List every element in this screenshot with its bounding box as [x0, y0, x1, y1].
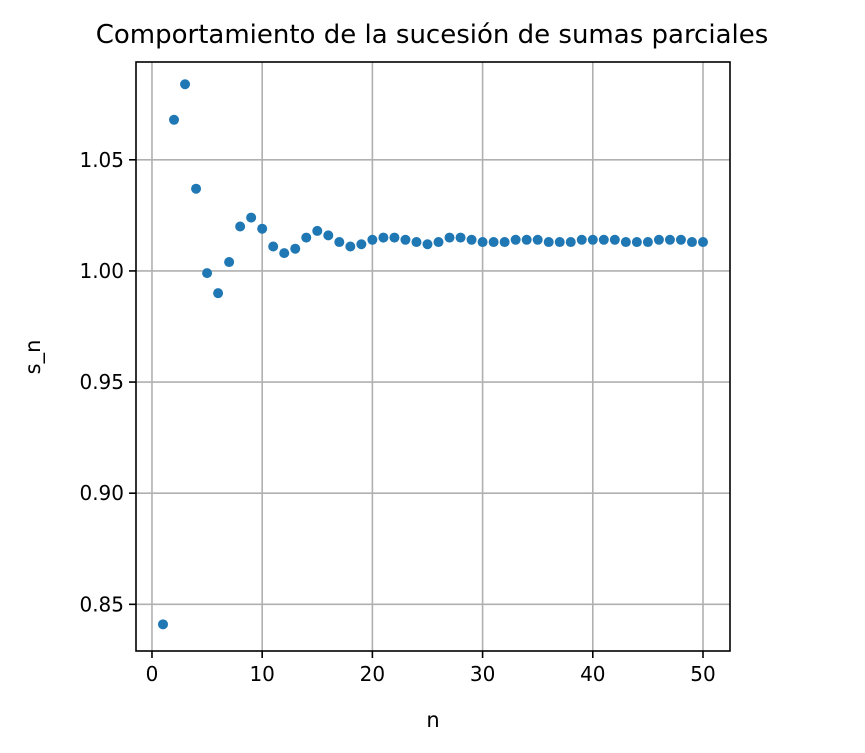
data-point: [642, 237, 653, 248]
data-point: [301, 232, 312, 243]
data-point: [631, 237, 642, 248]
x-tick-label: 40: [580, 662, 605, 686]
data-point: [664, 234, 675, 245]
chart-title: Comportamiento de la sucesión de sumas p…: [96, 20, 769, 50]
data-point: [169, 114, 180, 125]
data-point: [224, 257, 235, 268]
data-point: [246, 212, 257, 223]
data-point: [257, 223, 268, 234]
data-point: [477, 237, 488, 248]
y-tick-label: 0.95: [79, 370, 124, 394]
data-point: [191, 183, 202, 194]
plot-frame: [135, 61, 731, 652]
data-point: [620, 237, 631, 248]
x-tick-label: 20: [360, 662, 385, 686]
data-point: [389, 232, 400, 243]
data-point: [411, 237, 422, 248]
data-point: [202, 268, 213, 279]
data-point: [213, 288, 224, 299]
data-point: [378, 232, 389, 243]
data-point: [543, 237, 554, 248]
data-point: [488, 237, 499, 248]
data-point: [554, 237, 565, 248]
data-points: [158, 79, 708, 630]
y-tick-label: 0.90: [79, 481, 124, 505]
x-tick-label: 30: [470, 662, 495, 686]
data-point: [565, 237, 576, 248]
data-point: [235, 221, 246, 232]
data-point: [466, 234, 477, 245]
data-point: [675, 234, 686, 245]
data-point: [433, 237, 444, 248]
x-axis-label: n: [426, 708, 439, 732]
data-point: [686, 237, 697, 248]
data-point: [158, 619, 168, 630]
data-point: [532, 234, 543, 245]
data-point: [323, 230, 334, 241]
data-point: [268, 241, 279, 252]
data-point: [356, 239, 367, 250]
y-tick-label: 1.00: [79, 259, 124, 283]
x-tick-label: 10: [249, 662, 274, 686]
x-tick-label: 0: [146, 662, 159, 686]
grid-lines: [136, 62, 730, 651]
data-point: [400, 234, 411, 245]
data-point: [422, 239, 433, 250]
y-tick-label: 1.05: [79, 148, 124, 172]
data-point: [521, 234, 532, 245]
data-point: [367, 234, 378, 245]
data-point: [598, 234, 609, 245]
data-point: [312, 225, 323, 236]
data-point: [510, 234, 521, 245]
x-axis-ticks: 0 10 20 30 40 50: [146, 651, 716, 686]
x-tick-label: 50: [690, 662, 715, 686]
data-point: [180, 79, 191, 90]
y-axis-ticks: 0.85 0.90 0.95 1.00 1.05: [79, 148, 136, 616]
data-point: [499, 237, 510, 248]
data-point: [444, 232, 455, 243]
y-tick-label: 0.85: [79, 592, 124, 616]
data-point: [587, 234, 598, 245]
data-point: [653, 234, 664, 245]
data-point: [345, 241, 356, 252]
data-point: [698, 237, 708, 248]
data-point: [609, 234, 620, 245]
y-axis-label: s_n: [21, 340, 46, 375]
data-point: [455, 232, 466, 243]
data-point: [279, 248, 290, 259]
data-point: [290, 243, 301, 254]
data-point: [334, 237, 345, 248]
data-point: [576, 234, 587, 245]
